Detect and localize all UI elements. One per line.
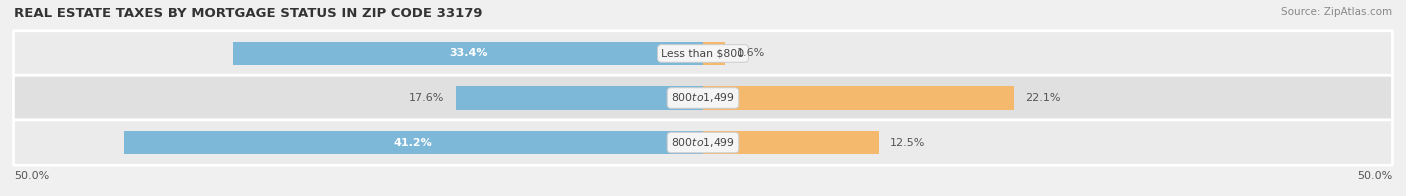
Bar: [124, 131, 703, 154]
Text: 1.6%: 1.6%: [737, 48, 765, 58]
Text: 33.4%: 33.4%: [449, 48, 488, 58]
Text: REAL ESTATE TAXES BY MORTGAGE STATUS IN ZIP CODE 33179: REAL ESTATE TAXES BY MORTGAGE STATUS IN …: [14, 7, 482, 20]
Text: 41.2%: 41.2%: [394, 138, 433, 148]
FancyBboxPatch shape: [14, 31, 1392, 76]
Text: 50.0%: 50.0%: [1357, 171, 1392, 181]
Bar: [703, 42, 725, 65]
Text: 22.1%: 22.1%: [1025, 93, 1060, 103]
Text: Less than $800: Less than $800: [661, 48, 745, 58]
Text: 50.0%: 50.0%: [14, 171, 49, 181]
Bar: [456, 86, 703, 110]
Bar: [703, 86, 1014, 110]
Text: 12.5%: 12.5%: [890, 138, 925, 148]
Text: $800 to $1,499: $800 to $1,499: [671, 136, 735, 149]
Text: $800 to $1,499: $800 to $1,499: [671, 92, 735, 104]
FancyBboxPatch shape: [14, 75, 1392, 121]
FancyBboxPatch shape: [14, 120, 1392, 165]
Text: 17.6%: 17.6%: [409, 93, 444, 103]
Bar: [233, 42, 703, 65]
Bar: [703, 131, 879, 154]
Text: Source: ZipAtlas.com: Source: ZipAtlas.com: [1281, 7, 1392, 17]
